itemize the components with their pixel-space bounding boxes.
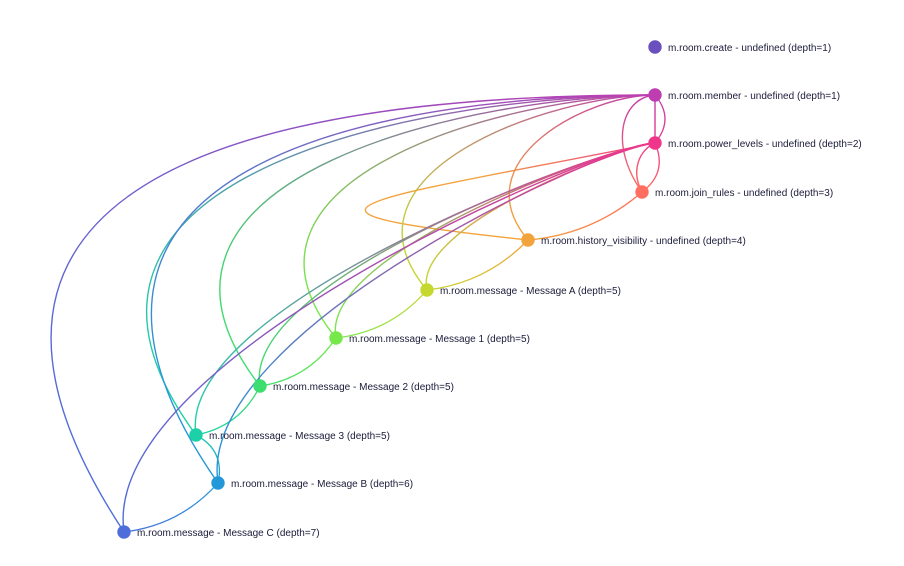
- svg-text:m.room.power_levels - undefine: m.room.power_levels - undefined (depth=2…: [668, 139, 862, 150]
- svg-text:m.room.message - Message C (de: m.room.message - Message C (depth=7): [137, 528, 320, 539]
- svg-text:m.room.message - Message 1 (de: m.room.message - Message 1 (depth=5): [349, 334, 530, 345]
- svg-text:m.room.message - Message A (de: m.room.message - Message A (depth=5): [440, 286, 621, 297]
- svg-text:m.room.message - Message B (de: m.room.message - Message B (depth=6): [231, 479, 413, 490]
- svg-text:m.room.member - undefined (dep: m.room.member - undefined (depth=1): [668, 91, 840, 102]
- svg-text:m.room.create - undefined (dep: m.room.create - undefined (depth=1): [668, 43, 831, 54]
- svg-text:m.room.join_rules - undefined: m.room.join_rules - undefined (depth=3): [655, 188, 833, 199]
- svg-text:m.room.message - Message 3 (de: m.room.message - Message 3 (depth=5): [209, 431, 390, 442]
- svg-text:m.room.message - Message 2 (de: m.room.message - Message 2 (depth=5): [273, 382, 454, 393]
- svg-text:m.room.history_visibility - un: m.room.history_visibility - undefined (d…: [541, 236, 746, 247]
